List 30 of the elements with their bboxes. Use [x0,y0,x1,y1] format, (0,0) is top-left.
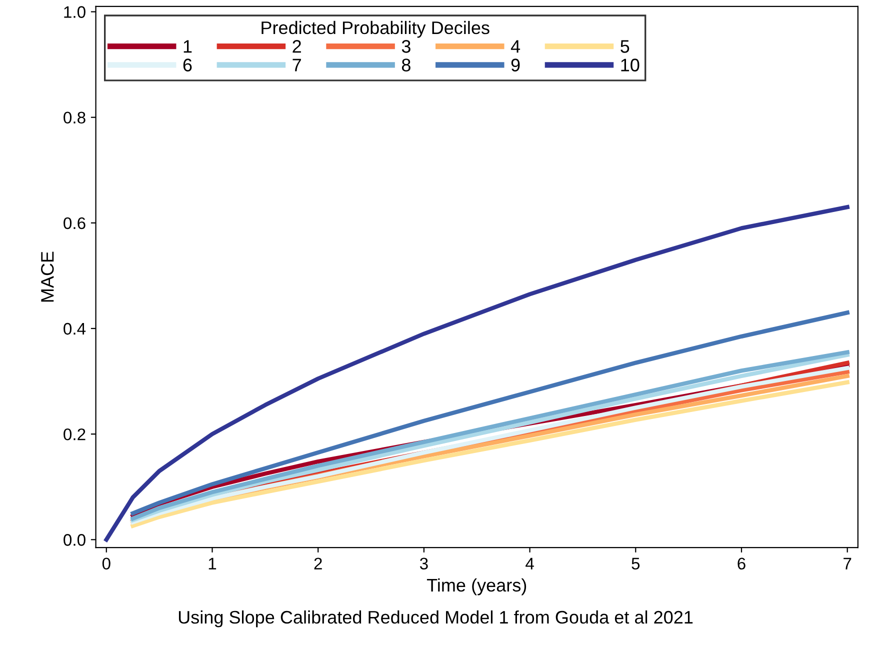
legend-label: 5 [620,40,630,53]
x-tick-label: 5 [632,558,640,570]
y-tick-label: 0.8 [64,112,86,124]
x-tick-label: 2 [314,558,322,570]
legend-label: 4 [510,40,520,53]
y-tick-label: 0.0 [64,534,86,546]
legend-label: 3 [402,40,410,53]
legend-label: 8 [402,58,410,72]
legend-title: Predicted Probability Deciles [262,20,490,38]
line-series [130,310,850,516]
legend-label: 6 [183,58,192,72]
x-tick-label: 0 [102,558,110,570]
legend-label: 1 [184,40,192,53]
legend-label: 7 [292,58,301,72]
legend-label: 2 [292,40,301,53]
x-tick-label: 1 [208,558,216,570]
x-tick-label: 6 [738,558,746,570]
text: Using Slope Calibrated Reduced Model 1 from Gouda et al 2021 [178,610,693,628]
y-tick-label: 0.4 [64,322,86,335]
y-tick-label: 0.2 [64,428,86,440]
x-tick-label: 4 [526,558,534,570]
x-tick-label: 3 [420,558,428,570]
legend-label: 9 [511,58,520,72]
line-series [104,204,850,542]
legend-label: 10 [621,58,640,72]
y-tick-label: 0.6 [64,217,86,230]
y-axis-title: MACE [41,252,54,302]
x-tick-label: 7 [844,558,852,570]
x-axis-title: Time (years) [426,578,526,596]
y-tick-label: 1.0 [64,6,86,18]
